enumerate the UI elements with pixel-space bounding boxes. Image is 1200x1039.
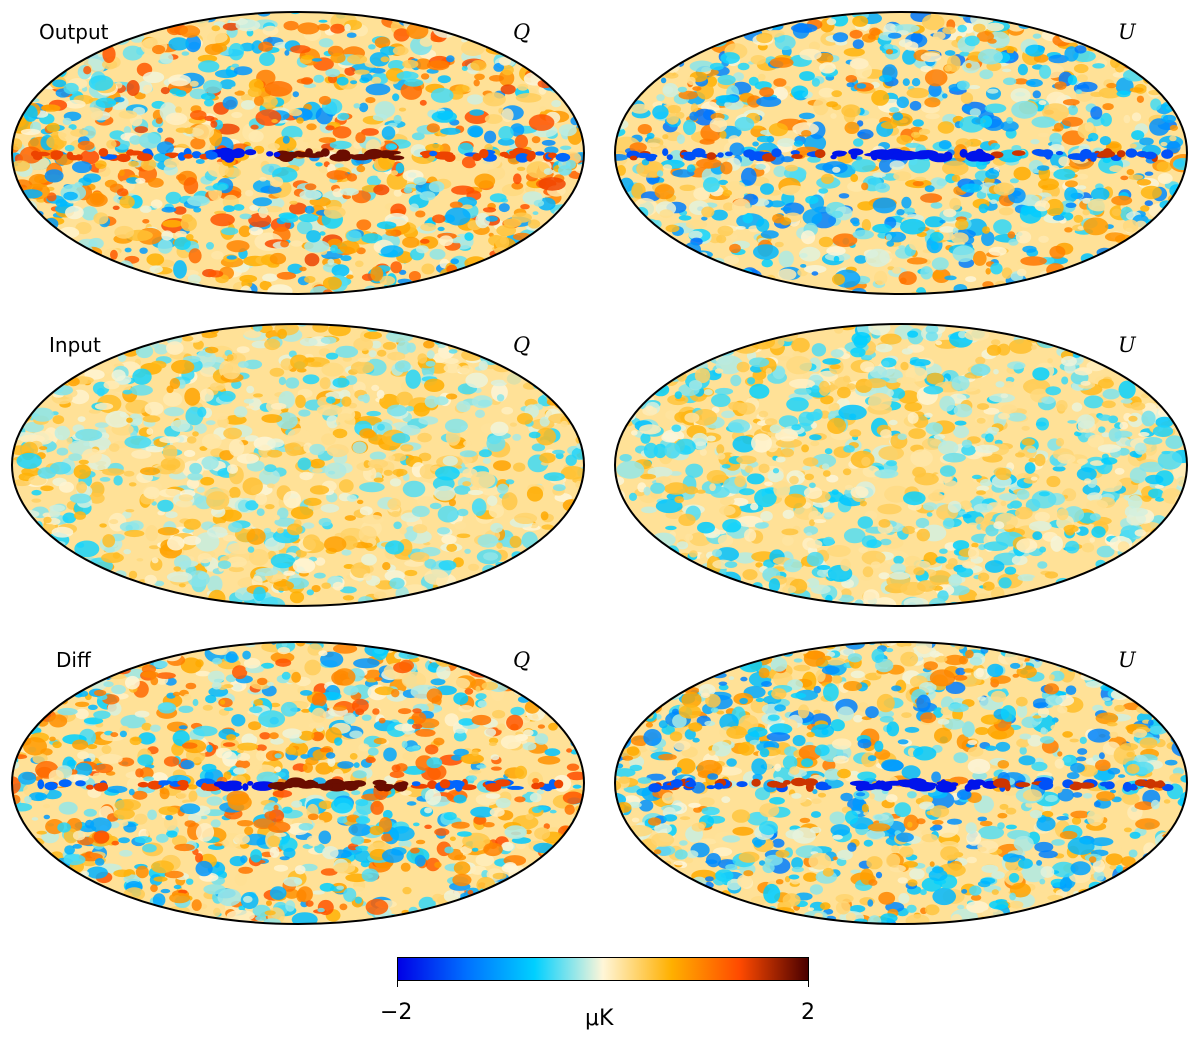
colorbar-tick-min bbox=[397, 981, 398, 987]
mollweide-map-input-q bbox=[11, 323, 585, 607]
map-input-q bbox=[10, 322, 586, 608]
colorbar-unit-label: μK bbox=[585, 1006, 614, 1031]
colorbar-max-label: 2 bbox=[801, 1000, 815, 1025]
stokes-label-output-q: Q bbox=[513, 20, 531, 44]
map-output-u bbox=[613, 10, 1189, 296]
mollweide-map-input-u bbox=[614, 323, 1188, 607]
stokes-label-output-u: U bbox=[1118, 20, 1136, 44]
mollweide-map-output-q bbox=[11, 11, 585, 295]
colorbar-tick-max bbox=[808, 981, 809, 987]
mollweide-map-diff-q bbox=[11, 641, 585, 925]
map-diff-u bbox=[613, 640, 1189, 926]
map-input-u bbox=[613, 322, 1189, 608]
map-output-q bbox=[10, 10, 586, 296]
row-label-input: Input bbox=[49, 333, 101, 357]
colorbar bbox=[397, 957, 809, 981]
stokes-label-diff-u: U bbox=[1118, 648, 1136, 672]
stokes-label-input-u: U bbox=[1118, 333, 1136, 357]
mollweide-map-output-u bbox=[614, 11, 1188, 295]
stokes-label-input-q: Q bbox=[513, 333, 531, 357]
colorbar-min-label: −2 bbox=[380, 1000, 413, 1025]
stokes-label-diff-q: Q bbox=[513, 648, 531, 672]
row-label-diff: Diff bbox=[56, 648, 91, 672]
row-label-output: Output bbox=[39, 20, 109, 44]
map-diff-q bbox=[10, 640, 586, 926]
mollweide-map-diff-u bbox=[614, 641, 1188, 925]
